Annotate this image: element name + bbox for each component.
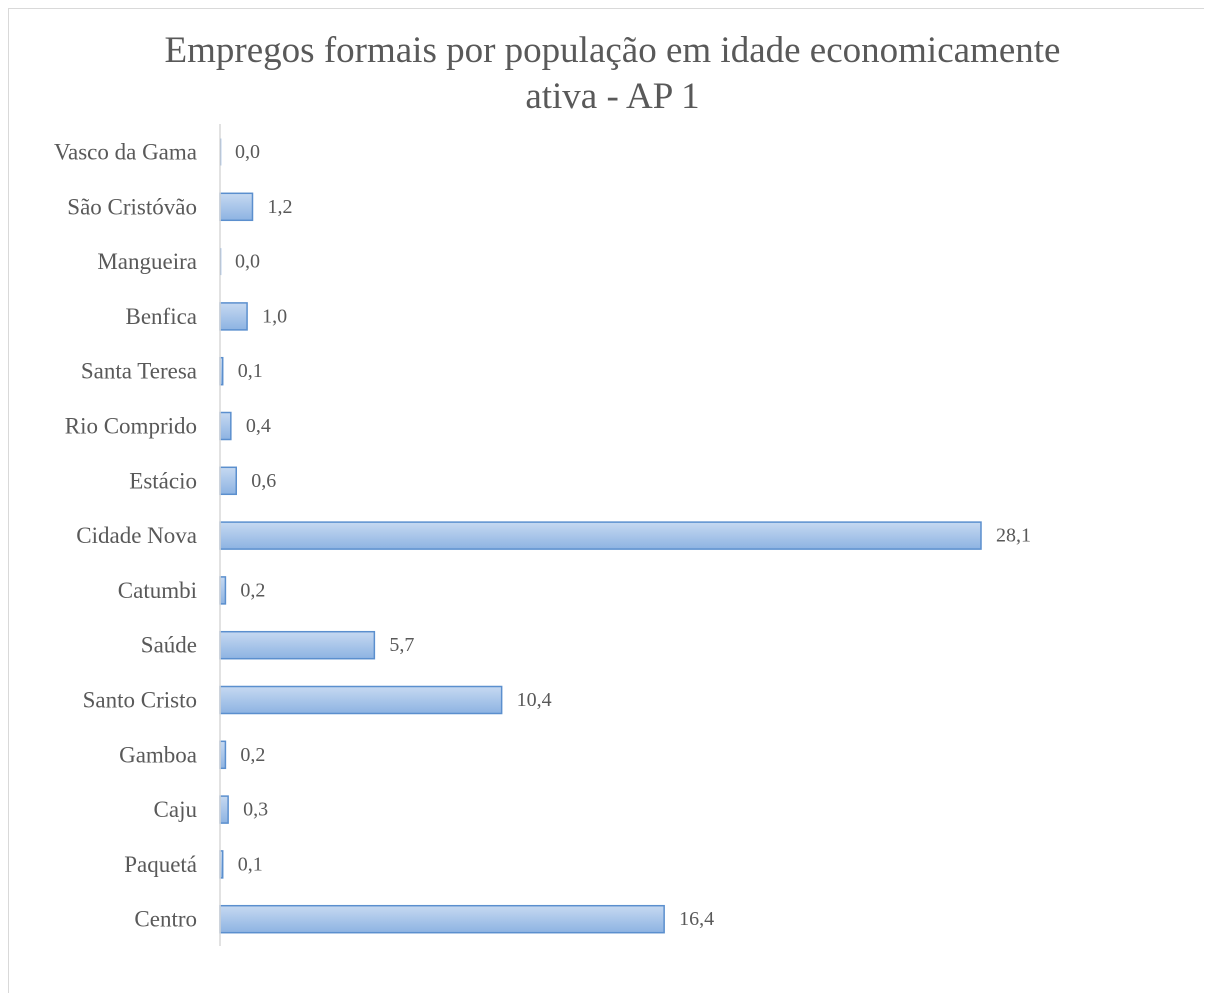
value-label-catumbi: 0,2 bbox=[240, 579, 265, 601]
category-label-rio-comprido: Rio Comprido bbox=[65, 414, 197, 439]
category-label-benfica: Benfica bbox=[125, 304, 197, 329]
value-label-caju: 0,3 bbox=[243, 799, 268, 821]
value-label-paqueta: 0,1 bbox=[238, 853, 263, 875]
bar-benfica bbox=[219, 302, 248, 331]
bar-centro bbox=[219, 904, 665, 934]
value-label-sao-cristovao: 1,2 bbox=[267, 196, 292, 218]
bar-estacio bbox=[219, 466, 237, 496]
value-label-santa-teresa: 0,1 bbox=[238, 360, 263, 382]
value-label-rio-comprido: 0,4 bbox=[246, 415, 271, 437]
bar-cidade-nova bbox=[219, 521, 982, 550]
category-label-sao-cristovao: São Cristóvão bbox=[67, 194, 197, 219]
category-label-vasco-da-gama: Vasco da Gama bbox=[54, 140, 197, 165]
chart-title: Empregos formais por população em idade … bbox=[164, 30, 1061, 117]
category-label-caju: Caju bbox=[154, 797, 198, 822]
category-label-paqueta: Paquetá bbox=[124, 852, 197, 877]
value-label-cidade-nova: 28,1 bbox=[996, 525, 1031, 547]
category-label-catumbi: Catumbi bbox=[118, 578, 197, 603]
value-label-mangueira: 0,0 bbox=[235, 251, 260, 273]
value-label-estacio: 0,6 bbox=[251, 470, 276, 492]
category-label-mangueira: Mangueira bbox=[97, 249, 197, 274]
category-label-saude: Saúde bbox=[141, 633, 197, 658]
value-label-saude: 5,7 bbox=[389, 634, 414, 656]
category-label-santo-cristo: Santo Cristo bbox=[83, 688, 197, 713]
bars-layer: Vasco da Gama 0,0 São Cristóvão 1,2 Mangueir… bbox=[54, 138, 1031, 934]
category-label-gamboa: Gamboa bbox=[119, 742, 197, 767]
value-label-benfica: 1,0 bbox=[262, 305, 287, 327]
bar-saude bbox=[219, 630, 376, 660]
value-label-gamboa: 0,2 bbox=[240, 744, 265, 766]
value-label-centro: 16,4 bbox=[679, 908, 714, 930]
value-label-santo-cristo: 10,4 bbox=[517, 689, 552, 711]
bar-catumbi bbox=[219, 576, 227, 605]
bar-rio-comprido bbox=[219, 411, 232, 441]
category-label-estacio: Estácio bbox=[129, 468, 197, 493]
category-label-centro: Centro bbox=[134, 907, 197, 932]
value-label-vasco-da-gama: 0,0 bbox=[235, 141, 260, 163]
chart-frame bbox=[8, 8, 1204, 993]
bar-sao-cristovao bbox=[219, 192, 254, 222]
bar-santo-cristo bbox=[219, 685, 503, 715]
category-label-santa-teresa: Santa Teresa bbox=[81, 359, 197, 384]
category-label-cidade-nova: Cidade Nova bbox=[76, 523, 197, 548]
bar-gamboa bbox=[219, 740, 227, 770]
bar-caju bbox=[219, 795, 229, 824]
